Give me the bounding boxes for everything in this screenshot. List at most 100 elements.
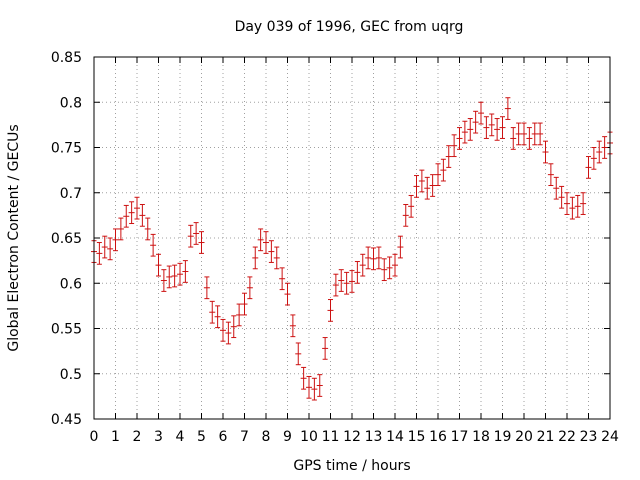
data-point [128, 201, 135, 225]
axis-ticks [93, 56, 611, 420]
data-point [504, 97, 511, 120]
data-point [316, 374, 323, 397]
data-point [150, 233, 157, 257]
data-point [220, 318, 226, 342]
data-point [134, 196, 140, 220]
x-tick-label: 2 [133, 429, 142, 445]
data-point [386, 256, 393, 280]
y-tick-label: 0.75 [51, 141, 82, 157]
data-point [499, 116, 506, 139]
data-point [418, 169, 425, 193]
data-point [590, 147, 597, 170]
data-points [91, 97, 613, 401]
x-tick-label: 15 [408, 429, 426, 445]
x-tick-label: 20 [515, 429, 533, 445]
data-point [96, 242, 103, 265]
data-point [107, 237, 114, 261]
data-point [483, 116, 490, 139]
data-point [429, 174, 436, 197]
data-point [467, 118, 474, 141]
grid-lines [94, 57, 610, 419]
x-tick-label: 8 [262, 429, 271, 445]
x-tick-label: 12 [343, 429, 361, 445]
y-tick-labels: 0.45 0.5 0.55 0.6 0.65 0.7 0.75 0.8 0.85 [51, 50, 82, 428]
data-point [596, 140, 603, 164]
x-tick-label: 16 [429, 429, 447, 445]
data-point [177, 262, 183, 286]
data-point [515, 122, 522, 146]
data-point [461, 120, 468, 144]
data-point [155, 253, 162, 277]
data-point [279, 267, 286, 291]
data-point [214, 305, 221, 329]
data-point [349, 270, 355, 293]
x-tick-label: 14 [386, 429, 404, 445]
y-tick-label: 0.85 [51, 50, 82, 66]
data-point [354, 261, 361, 284]
data-point [322, 337, 329, 360]
data-point [392, 253, 398, 277]
x-tick-label: 3 [154, 429, 163, 445]
data-point [510, 127, 517, 150]
x-tick-label: 0 [90, 429, 99, 445]
data-point [306, 375, 312, 399]
data-point [343, 271, 350, 295]
data-point [268, 240, 275, 263]
data-point [198, 231, 205, 254]
x-tick-label: 5 [197, 429, 206, 445]
y-axis-title: Global Electron Content / GECUs [6, 124, 22, 351]
data-point [203, 276, 210, 300]
data-point [381, 258, 388, 282]
data-point [193, 222, 200, 245]
data-point [171, 264, 178, 288]
data-point [289, 314, 296, 338]
data-point [494, 118, 501, 141]
data-point [241, 292, 248, 316]
data-point [440, 158, 447, 182]
x-tick-label: 17 [451, 429, 469, 445]
data-point [408, 194, 415, 218]
data-point [246, 276, 253, 300]
x-axis-title: GPS time / hours [293, 458, 410, 474]
x-tick-label: 23 [580, 429, 598, 445]
data-point [365, 246, 372, 270]
x-tick-label: 4 [176, 429, 185, 445]
x-tick-label: 22 [558, 429, 576, 445]
data-point [478, 101, 484, 125]
data-point [284, 282, 291, 306]
data-point [580, 192, 587, 215]
chart-title: Day 039 of 1996, GEC from uqrg [235, 19, 464, 35]
y-tick-label: 0.65 [51, 231, 82, 247]
data-point [300, 366, 307, 390]
data-point [257, 228, 264, 252]
x-tick-label: 9 [283, 429, 292, 445]
data-point [295, 342, 302, 366]
data-point [225, 321, 232, 345]
data-point [542, 140, 549, 164]
y-tick-label: 0.7 [60, 186, 82, 202]
data-point [209, 300, 216, 324]
x-tick-label: 18 [472, 429, 490, 445]
x-tick-labels: 0 1 2 3 4 5 6 7 8 9 10 11 12 13 14 15 16 17 18 19 20 21 22 23 24 [90, 429, 619, 445]
data-point [537, 122, 544, 146]
data-point [117, 217, 124, 241]
data-point [236, 303, 243, 327]
data-point [311, 377, 318, 401]
data-point [435, 163, 441, 187]
data-point [252, 246, 259, 270]
data-point [569, 196, 576, 220]
data-point [456, 127, 463, 150]
data-point [123, 204, 130, 228]
data-point [144, 217, 151, 241]
data-point [445, 145, 452, 168]
data-point [564, 192, 570, 215]
data-point [182, 260, 189, 283]
data-point [397, 235, 404, 259]
x-tick-label: 13 [365, 429, 383, 445]
data-point [574, 194, 581, 218]
y-tick-label: 0.6 [60, 276, 82, 292]
data-point [338, 269, 345, 292]
data-point [160, 269, 167, 292]
x-tick-label: 6 [219, 429, 228, 445]
